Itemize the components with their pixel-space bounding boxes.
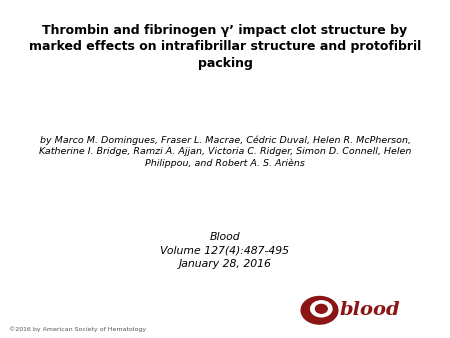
Text: by Marco M. Domingues, Fraser L. Macrae, Cédric Duval, Helen R. McPherson,
Kathe: by Marco M. Domingues, Fraser L. Macrae,… <box>39 135 411 168</box>
Text: Blood
Volume 127(4):487-495
January 28, 2016: Blood Volume 127(4):487-495 January 28, … <box>161 232 289 269</box>
Text: ©2016 by American Society of Hematology: ©2016 by American Society of Hematology <box>9 326 146 332</box>
Text: blood: blood <box>340 301 400 319</box>
Circle shape <box>301 296 338 324</box>
Text: Thrombin and fibrinogen γ’ impact clot structure by
marked effects on intrafibri: Thrombin and fibrinogen γ’ impact clot s… <box>29 24 421 70</box>
Circle shape <box>315 305 327 313</box>
Circle shape <box>310 301 332 317</box>
